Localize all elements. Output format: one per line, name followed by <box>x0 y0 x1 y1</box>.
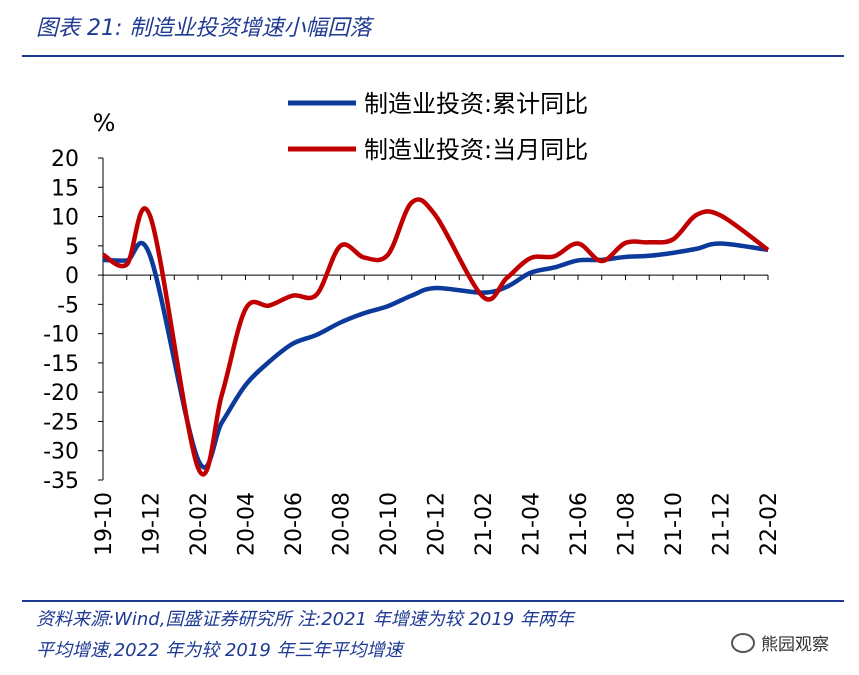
x-tick-label: 21-06 <box>567 492 592 556</box>
y-tick-label: 5 <box>65 235 79 260</box>
x-tick-label: 21-08 <box>615 492 640 556</box>
y-tick-label: -5 <box>57 293 79 318</box>
y-tick-label: 20 <box>51 147 79 172</box>
title-divider <box>22 55 844 57</box>
x-tick-label: 21-02 <box>472 492 497 556</box>
x-axis: 19-10 19-12 20-02 20-04 20-06 20-08 20-10 20-12… <box>92 274 782 556</box>
y-tick-label: 15 <box>51 176 79 201</box>
y-tick-label: -10 <box>43 323 79 348</box>
y-axis: 20 15 10 5 0 -5 -10 -15 -20 -25 -30 -35 <box>43 147 104 494</box>
y-tick-label: -35 <box>43 469 79 494</box>
x-tick-label: 21-04 <box>520 492 545 556</box>
chart-title: 图表 21: 制造业投资增速小幅回落 <box>36 16 372 41</box>
x-tick-label: 20-12 <box>425 492 450 556</box>
y-tick-label: -25 <box>43 410 79 435</box>
x-tick-label: 19-12 <box>140 492 165 556</box>
x-tick-label: 20-06 <box>282 492 307 556</box>
x-tick-label: 20-04 <box>235 492 260 556</box>
line-chart: 20 15 10 5 0 -5 -10 -15 -20 -25 -30 -35 19-10 19-12 2… <box>43 90 782 556</box>
x-tick-label: 19-10 <box>92 492 117 556</box>
x-tick-label: 20-08 <box>330 492 355 556</box>
source-note-line-2: 平均增速,2022 年为较 2019 年三年平均增速 <box>36 640 403 661</box>
x-tick-label: 20-10 <box>377 492 402 556</box>
y-tick-label: 10 <box>51 206 79 231</box>
legend-label: 制造业投资:当月同比 <box>364 136 588 164</box>
series-lines <box>101 197 770 477</box>
source-note-line-1: 资料来源:Wind,国盛证券研究所 注:2021 年增速为较 2019 年两年 <box>36 609 574 630</box>
x-tick-label: 22-02 <box>757 492 782 556</box>
series-line-monthly-yoy <box>101 197 770 477</box>
x-tick-label: 21-10 <box>662 492 687 556</box>
footer-divider <box>22 600 844 602</box>
legend-label: 制造业投资:累计同比 <box>364 90 588 118</box>
y-tick-label: -20 <box>43 381 79 406</box>
x-tick-label: 20-02 <box>187 492 212 556</box>
watermark: 熊园观察 <box>731 630 829 655</box>
wechat-icon <box>731 632 755 653</box>
x-tick-label: 21-12 <box>710 492 735 556</box>
y-axis-unit-label: % <box>93 109 116 137</box>
y-tick-label: -30 <box>43 440 79 465</box>
y-tick-label: 0 <box>65 264 79 289</box>
y-tick-label: -15 <box>43 352 79 377</box>
watermark-text: 熊园观察 <box>761 635 829 655</box>
